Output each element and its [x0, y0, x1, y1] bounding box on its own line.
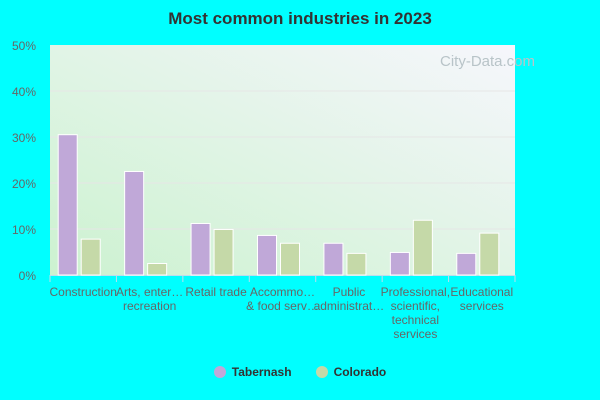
- y-tick-label: 40%: [12, 85, 36, 99]
- x-tick-label: Professional,: [381, 285, 450, 299]
- bar-tabernash: [190, 222, 211, 276]
- watermark: City-Data.com: [440, 53, 535, 70]
- bar-colorado: [412, 219, 433, 276]
- x-tick-label: Public: [333, 285, 366, 299]
- x-tick-label: Retail trade: [185, 285, 247, 299]
- y-tick-label: 20%: [12, 177, 36, 191]
- y-tick-label: 0%: [19, 269, 37, 283]
- legend-swatch: [315, 366, 328, 378]
- x-tick-label: administrat…: [314, 299, 385, 313]
- legend: Tabernash Colorado: [0, 365, 600, 379]
- x-tick-label: technical: [392, 313, 439, 327]
- legend-swatch: [213, 366, 226, 378]
- bar-colorado: [213, 228, 234, 276]
- bar-tabernash: [323, 242, 344, 276]
- bar-tabernash: [57, 134, 78, 276]
- x-tick-label: scientific,: [391, 299, 440, 313]
- x-tick-label: Accommo…: [250, 285, 315, 299]
- legend-item-colorado: Colorado: [315, 365, 387, 379]
- y-tick-label: 10%: [12, 223, 36, 237]
- x-tick-label: & food serv…: [246, 299, 319, 313]
- y-tick-label: 30%: [12, 131, 36, 145]
- x-tick-label: services: [460, 299, 504, 313]
- chart-title: Most common industries in 2023: [168, 9, 432, 28]
- x-tick-label: Arts, enter…: [116, 285, 183, 299]
- bar-colorado: [346, 252, 367, 276]
- bar-tabernash: [257, 234, 277, 276]
- bar-colorado: [80, 238, 101, 276]
- x-tick-label: Educational: [450, 285, 513, 299]
- legend-item-tabernash: Tabernash: [213, 365, 292, 379]
- bar-tabernash: [389, 251, 410, 276]
- x-tick-label: services: [393, 327, 437, 341]
- bar-colorado: [479, 232, 500, 276]
- x-tick-label: Construction: [50, 285, 117, 299]
- bar-colorado: [280, 242, 300, 276]
- bar-colorado: [147, 263, 168, 276]
- x-tick-label: recreation: [123, 299, 176, 313]
- y-tick-label: 50%: [12, 39, 36, 53]
- legend-label: Colorado: [333, 365, 387, 379]
- bar-tabernash: [124, 171, 145, 276]
- bar-tabernash: [456, 252, 477, 276]
- legend-label: Tabernash: [231, 365, 292, 379]
- plot-area: [50, 45, 515, 275]
